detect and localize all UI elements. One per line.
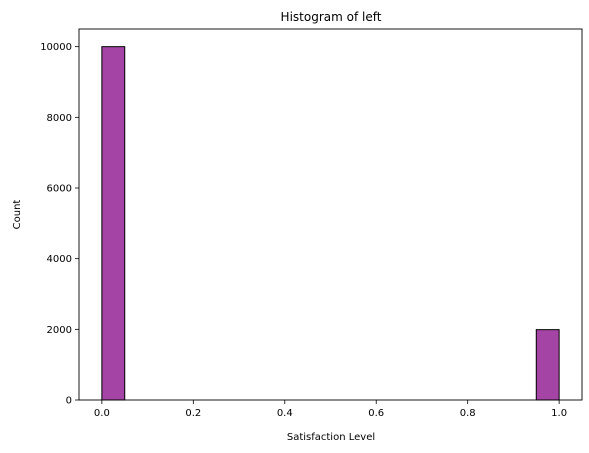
histogram-bar-0 bbox=[101, 46, 126, 401]
y-tick-label: 8000 bbox=[47, 113, 72, 124]
x-tick-label: 0.8 bbox=[460, 408, 476, 419]
bars-group bbox=[101, 46, 560, 401]
x-tick-label: 0.6 bbox=[368, 408, 384, 419]
y-tick-label: 10000 bbox=[40, 42, 72, 53]
x-axis-ticks: 0.0 0.2 0.4 0.6 0.8 1.0 bbox=[94, 400, 567, 419]
x-tick-label: 1.0 bbox=[551, 408, 567, 419]
plot-frame bbox=[78, 28, 583, 401]
y-tick-label: 2000 bbox=[47, 325, 72, 336]
x-tick-label: 0.0 bbox=[94, 408, 110, 419]
histogram-bar-19 bbox=[535, 329, 560, 401]
y-tick-label: 4000 bbox=[47, 254, 72, 265]
y-tick-label: 6000 bbox=[47, 184, 72, 195]
chart-title: Histogram of left bbox=[281, 10, 382, 24]
x-tick-label: 0.2 bbox=[185, 408, 201, 419]
y-axis-ticks: 0 2000 4000 6000 8000 10000 bbox=[40, 42, 79, 407]
x-axis-label: Satisfaction Level bbox=[287, 432, 375, 443]
x-tick-label: 0.4 bbox=[277, 408, 293, 419]
y-tick-label: 0 bbox=[66, 396, 72, 407]
y-axis-label: Count bbox=[12, 200, 23, 230]
